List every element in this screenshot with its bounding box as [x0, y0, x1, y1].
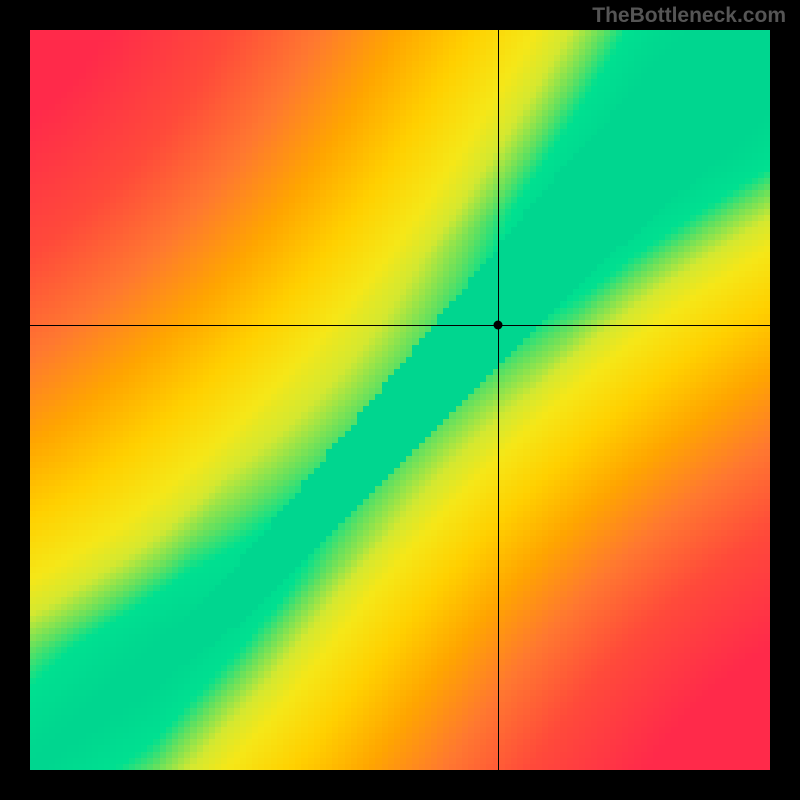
- crosshair-marker: [494, 321, 503, 330]
- crosshair-vertical: [498, 30, 499, 770]
- heatmap-canvas: [30, 30, 770, 770]
- heatmap-plot: [30, 30, 770, 770]
- crosshair-horizontal: [30, 325, 770, 326]
- watermark-text: TheBottleneck.com: [592, 4, 786, 28]
